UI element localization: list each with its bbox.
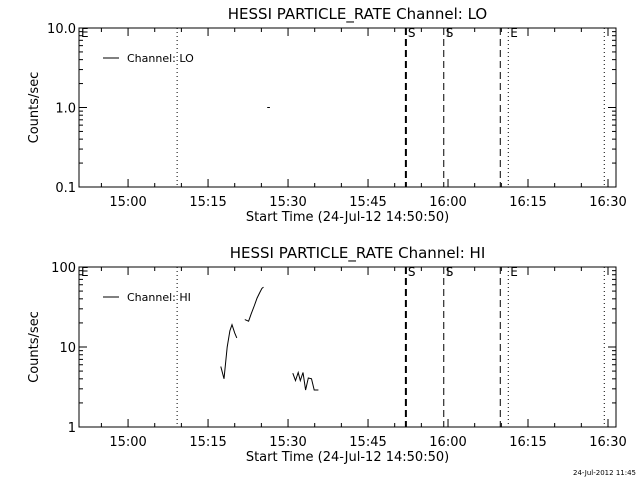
- legend-label: Channel: HI: [127, 291, 191, 304]
- chart-title: HESSI PARTICLE_RATE Channel: HI: [230, 244, 486, 263]
- y-tick-label: 0.1: [55, 181, 76, 196]
- x-tick-label: 15:45: [349, 195, 386, 210]
- x-tick-label: 15:30: [269, 195, 306, 210]
- event-marker-label: E: [510, 26, 518, 40]
- x-tick-label: 15:15: [189, 195, 226, 210]
- x-tick-label: 15:00: [109, 195, 146, 210]
- event-marker-label: S: [446, 26, 454, 40]
- x-tick-label: 16:00: [429, 195, 466, 210]
- chart-title: HESSI PARTICLE_RATE Channel: LO: [228, 5, 487, 24]
- event-marker-label: E: [510, 265, 518, 279]
- footer-timestamp: 24-Jul-2012 11:45: [573, 469, 636, 477]
- x-tick-label: 15:45: [349, 435, 386, 450]
- y-axis-label: Counts/sec: [27, 72, 42, 144]
- data-series-line: [220, 323, 238, 379]
- event-marker-label: E: [81, 265, 89, 279]
- x-tick-label: 15:00: [109, 435, 146, 450]
- x-axis-label: Start Time (24-Jul-12 14:50:50): [246, 450, 449, 465]
- x-tick-label: 16:15: [509, 435, 546, 450]
- data-series-line: [292, 370, 319, 391]
- x-tick-label: 16:00: [429, 435, 466, 450]
- y-tick-label: 1: [68, 421, 76, 436]
- event-marker-label: S: [408, 265, 416, 279]
- chart-legend: Channel: LO: [103, 52, 194, 65]
- y-tick-label: 10.0: [47, 22, 76, 37]
- chart-panel-0: HESSI PARTICLE_RATE Channel: LO 15:00 15:1…: [27, 5, 627, 225]
- chart-panel-1: HESSI PARTICLE_RATE Channel: HI 15:00 15:1…: [27, 244, 627, 465]
- x-tick-label: 16:30: [589, 195, 626, 210]
- x-tick-label: 15:30: [269, 435, 306, 450]
- y-axis-label: Counts/sec: [27, 311, 42, 383]
- x-tick-label: 16:15: [509, 195, 546, 210]
- y-tick-label: 1.0: [55, 102, 76, 117]
- x-tick-label: 15:15: [189, 435, 226, 450]
- x-tick-label: 16:30: [589, 435, 626, 450]
- event-marker-label: S: [446, 265, 454, 279]
- legend-label: Channel: LO: [127, 52, 194, 65]
- y-tick-label: 10: [59, 341, 76, 356]
- event-marker-label: E: [81, 26, 89, 40]
- data-series-line: [244, 286, 264, 322]
- x-axis-label: Start Time (24-Jul-12 14:50:50): [246, 210, 449, 225]
- event-marker-label: S: [408, 26, 416, 40]
- chart-legend: Channel: HI: [103, 291, 191, 304]
- y-tick-label: 100: [51, 261, 76, 276]
